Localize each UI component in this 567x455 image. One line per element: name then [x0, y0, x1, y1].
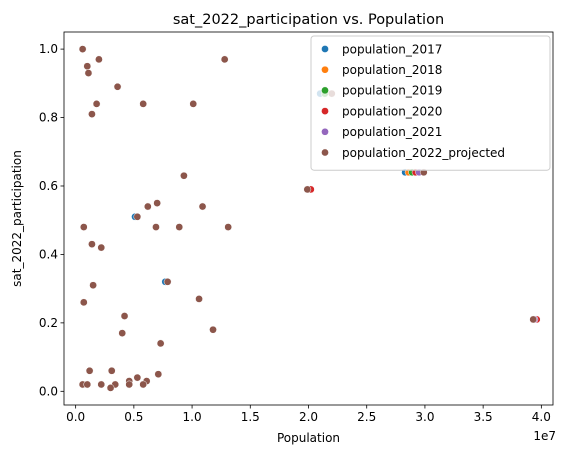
- chart-title: sat_2022_participation vs. Population: [173, 12, 444, 28]
- y-axis-label: sat_2022_participation: [10, 150, 24, 287]
- point-population-2022-projected: [195, 295, 203, 303]
- y-tick-label: 1.0: [39, 42, 58, 56]
- point-population-2022-projected: [79, 298, 88, 307]
- y-tick-label: 0.2: [39, 316, 58, 330]
- legend-marker: [321, 148, 329, 157]
- legend-marker: [321, 127, 329, 136]
- y-axis-ticks: 0.0 0.2 0.4 0.6 0.8 1.0: [39, 42, 64, 398]
- point-population-2022-projected: [83, 380, 92, 389]
- point-population-2022-projected: [85, 366, 94, 375]
- legend-entry-label: population_2017: [342, 42, 442, 56]
- point-population-2022-projected: [78, 45, 87, 53]
- point-population-2022-projected: [153, 199, 161, 207]
- point-population-2022-projected: [106, 384, 115, 392]
- x-axis-label: Population: [277, 431, 340, 445]
- x-tick-label: 4.0: [532, 410, 551, 424]
- point-population-2022-projected: [529, 315, 538, 324]
- point-population-2022-projected: [118, 329, 127, 337]
- point-population-2022-projected: [189, 100, 198, 108]
- point-population-2022-projected: [95, 55, 103, 64]
- x-tick-label: 1.5: [241, 410, 260, 424]
- point-population-2022-projected: [125, 380, 134, 389]
- point-population-2022-projected: [152, 223, 160, 231]
- point-population-2022-projected: [139, 380, 148, 389]
- x-tick-label: 0.0: [66, 410, 85, 424]
- point-population-2022-projected: [154, 370, 163, 379]
- point-population-2022-projected: [209, 325, 217, 334]
- point-population-2022-projected: [163, 277, 172, 286]
- x-tick-label: 1.0: [183, 410, 202, 424]
- y-tick-label: 0.0: [39, 384, 58, 398]
- point-population-2022-projected: [97, 380, 106, 389]
- point-population-2022-projected: [133, 373, 142, 382]
- legend-entry-label: population_2021: [342, 125, 442, 139]
- point-population-2022-projected: [198, 202, 207, 211]
- legend-marker: [321, 65, 329, 74]
- point-population-2022-projected: [97, 243, 106, 252]
- point-population-2022-projected: [89, 281, 97, 290]
- y-tick-label: 0.8: [39, 111, 58, 125]
- legend-marker: [321, 86, 329, 95]
- point-population-2022-projected: [84, 69, 93, 77]
- point-population-2022-projected: [88, 240, 96, 249]
- x-tick-label: 0.5: [124, 410, 143, 424]
- x-tick-label: 3.5: [474, 410, 493, 424]
- legend-marker: [321, 45, 329, 53]
- x-axis-offset-label: 1e7: [533, 429, 556, 443]
- point-population-2022-projected: [143, 202, 152, 211]
- legend-marker: [321, 107, 329, 115]
- legend: population_2017 population_2018 population…: [310, 35, 551, 171]
- point-population-2022-projected: [120, 312, 129, 320]
- point-population-2022-projected: [113, 82, 122, 91]
- legend-entry-label: population_2020: [342, 104, 442, 118]
- point-population-2022-projected: [83, 62, 92, 71]
- x-tick-label: 3.0: [415, 410, 434, 424]
- point-population-2022-projected: [303, 185, 312, 194]
- y-tick-label: 0.6: [39, 179, 58, 193]
- y-tick-label: 0.4: [39, 247, 58, 261]
- x-axis-ticks: 0.0 0.5 1.0 1.5 2.0 2.5 3.0 3.5 4.0: [66, 405, 551, 424]
- legend-entry-label: population_2019: [342, 84, 442, 98]
- point-population-2022-projected: [133, 212, 142, 221]
- point-population-2022-projected: [156, 339, 165, 348]
- point-population-2022-projected: [175, 223, 184, 231]
- point-population-2022-projected: [92, 100, 101, 108]
- x-tick-label: 2.0: [299, 410, 318, 424]
- point-population-2022-projected: [79, 223, 88, 231]
- x-tick-label: 2.5: [357, 410, 376, 424]
- legend-entry-label: population_2022_projected: [342, 146, 505, 160]
- point-population-2022-projected: [139, 100, 148, 108]
- point-population-2022-projected: [180, 171, 188, 180]
- point-population-2022-projected: [107, 366, 116, 375]
- legend-entry-label: population_2018: [342, 63, 442, 77]
- point-population-2022-projected: [220, 55, 229, 64]
- point-population-2022-projected: [88, 110, 96, 118]
- point-population-2022-projected: [224, 223, 233, 231]
- legend-box: [310, 35, 551, 171]
